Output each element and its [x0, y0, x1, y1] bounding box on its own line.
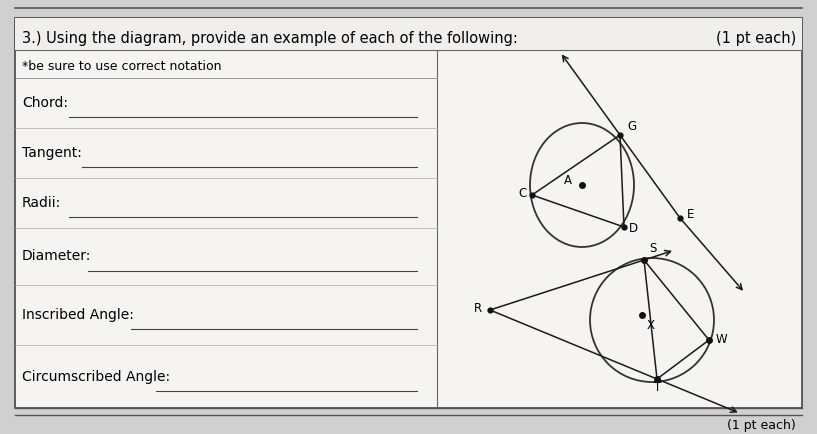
Text: Diameter:: Diameter: — [22, 250, 92, 263]
Bar — [15, 18, 802, 50]
Text: R: R — [474, 302, 482, 315]
Text: C: C — [518, 187, 526, 200]
Text: (1 pt each): (1 pt each) — [727, 418, 796, 431]
Text: T: T — [654, 381, 661, 394]
Text: Inscribed Angle:: Inscribed Angle: — [22, 308, 134, 322]
Text: *be sure to use correct notation: *be sure to use correct notation — [22, 60, 221, 73]
Text: (1 pt each): (1 pt each) — [716, 30, 796, 46]
Text: Chord:: Chord: — [22, 96, 68, 110]
Text: D: D — [629, 222, 638, 235]
Text: S: S — [649, 242, 656, 255]
Text: A: A — [564, 174, 572, 187]
Text: G: G — [627, 120, 636, 133]
Text: Tangent:: Tangent: — [22, 146, 82, 160]
Text: Radii:: Radii: — [22, 196, 61, 210]
Text: W: W — [716, 333, 728, 346]
Bar — [15, 18, 802, 408]
Text: X: X — [647, 319, 655, 332]
Text: Circumscribed Angle:: Circumscribed Angle: — [22, 369, 170, 384]
Text: 3.) Using the diagram, provide an example of each of the following:: 3.) Using the diagram, provide an exampl… — [22, 30, 518, 46]
Text: E: E — [687, 208, 694, 221]
